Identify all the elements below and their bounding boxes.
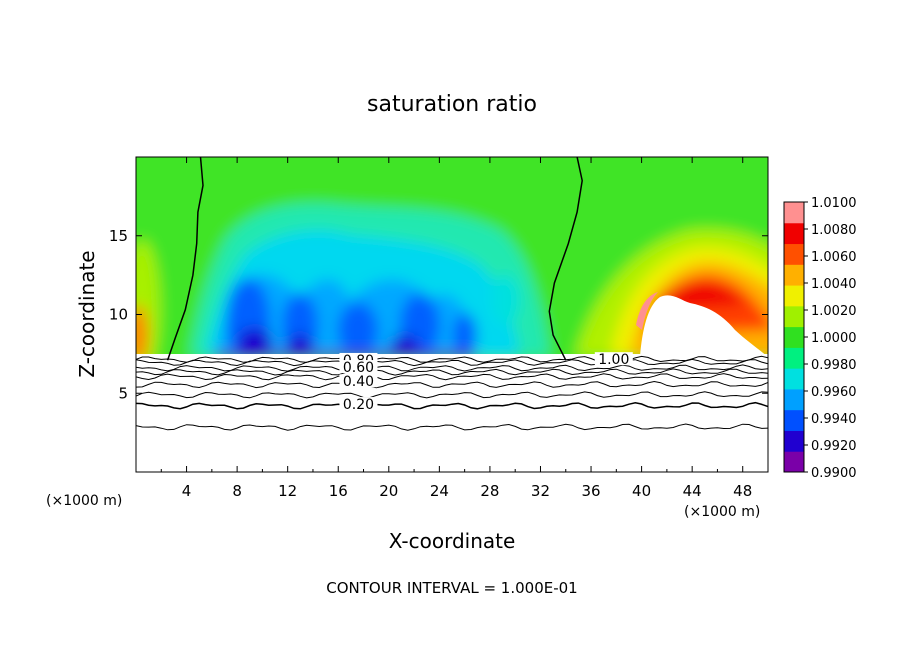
saturation-field	[136, 157, 768, 357]
contour-label: 0.40	[343, 374, 374, 390]
colorbar-tick-label: 0.9940	[811, 412, 857, 427]
contour-label: 0.60	[343, 360, 374, 376]
contour-label-bg	[594, 352, 633, 366]
contour-line	[136, 380, 768, 389]
x-tick-label: 16	[329, 482, 348, 500]
colorbar-tick-label: 1.0000	[811, 331, 857, 346]
colorbar-swatch	[784, 368, 804, 390]
contour-label: 0.20	[343, 397, 374, 413]
contour-line	[136, 423, 768, 431]
colorbar-swatch	[784, 202, 804, 224]
y-tick-label: 15	[109, 227, 128, 245]
colorbar-tick-label: 1.0040	[811, 277, 857, 292]
chart-title: saturation ratio	[367, 92, 537, 117]
contour-labels: 0.800.600.400.201.00	[339, 352, 633, 413]
contour-line	[136, 401, 768, 410]
colorbar-tick-label: 1.0020	[811, 304, 857, 319]
x-tick-label: 20	[379, 482, 398, 500]
contour-line	[136, 368, 768, 376]
colorbar-tick-label: 0.9960	[811, 385, 857, 400]
colorbar-tick-label: 0.9920	[811, 439, 857, 454]
y-tick-label: 5	[118, 384, 128, 402]
colorbar-swatch	[784, 409, 804, 431]
colorbar-swatch	[784, 243, 804, 265]
x-tick-label: 40	[632, 482, 651, 500]
colorbar-tick-label: 0.9900	[811, 466, 857, 481]
colorbar-tick-label: 1.0060	[811, 250, 857, 265]
colorbar-swatch	[784, 285, 804, 307]
x-tick-label: 28	[480, 482, 499, 500]
contour-lines	[136, 355, 768, 431]
y-axis: 5 10 15	[109, 227, 768, 402]
colorbar-swatch	[784, 222, 804, 245]
colorbar-swatch	[784, 326, 804, 348]
colorbar-swatch	[784, 264, 804, 286]
y-axis-label: Z-coordinate	[75, 250, 99, 377]
x-tick-label: 8	[232, 482, 242, 500]
colorbar-swatch	[784, 388, 804, 411]
x-tick-label: 24	[430, 482, 449, 500]
x-axis: 4 8 12 16 20 24 28 32 36 40 44 48	[160, 157, 752, 500]
plot-area: 0.800.600.400.201.00	[136, 157, 768, 472]
colorbar-swatch	[784, 451, 804, 473]
x-tick-label: 12	[278, 482, 297, 500]
contour-interval-note: CONTOUR INTERVAL = 1.000E-01	[326, 579, 577, 597]
unity-contour-line	[548, 157, 583, 361]
contour-line	[136, 355, 768, 364]
x-tick-label: 48	[733, 482, 752, 500]
x-tick-label: 44	[683, 482, 702, 500]
unity-contour-line	[166, 157, 204, 361]
colorbar-tick-label: 1.0100	[811, 196, 857, 211]
contour-line	[136, 373, 768, 381]
colorbar-tick-label: 0.9980	[811, 358, 857, 373]
colorbar-swatch	[784, 305, 804, 328]
contour-label-bg	[339, 397, 378, 411]
contour-line	[136, 358, 768, 367]
contour-label-bg	[339, 374, 378, 388]
y-tick-label: 10	[109, 306, 128, 324]
unity-contour	[166, 157, 583, 361]
colorbar-swatch	[784, 347, 804, 369]
x-axis-unit-left: (×1000 m)	[46, 493, 122, 509]
contour-label: 1.00	[598, 352, 629, 368]
colorbar-tick-label: 1.0080	[811, 223, 857, 238]
x-tick-label: 4	[182, 482, 192, 500]
contour-line	[136, 364, 768, 372]
contour-label-bg	[339, 360, 378, 374]
colorbar: 1.0100 1.0080 1.0060 1.0040 1.0020 1.0000 0.99…	[783, 196, 857, 481]
colorbar-swatch	[784, 430, 804, 452]
x-tick-label: 32	[531, 482, 550, 500]
x-axis-label: X-coordinate	[389, 529, 516, 553]
x-axis-unit-right: (×1000 m)	[684, 504, 760, 520]
x-tick-label: 36	[581, 482, 600, 500]
contour-line	[136, 391, 768, 399]
